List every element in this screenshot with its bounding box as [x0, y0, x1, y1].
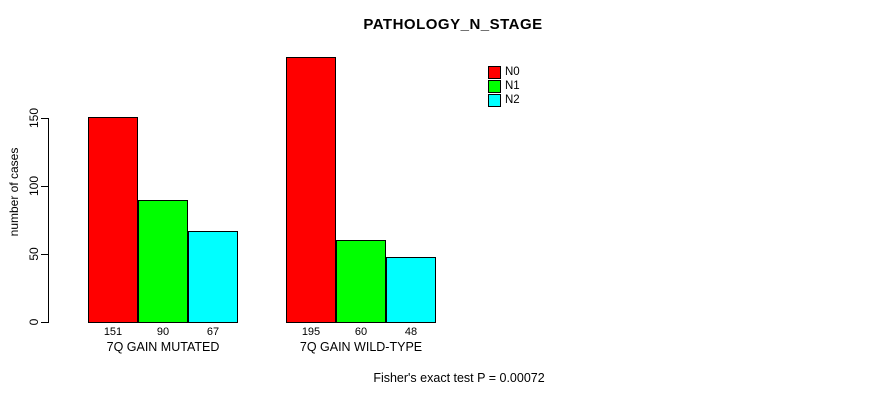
bar-n2-group1 [188, 231, 238, 323]
bar-value-label: 67 [206, 326, 220, 338]
y-axis-line [48, 118, 49, 323]
bar-n1-group1 [138, 200, 188, 323]
bar-value-label: 48 [404, 326, 418, 338]
bar-value-label: 60 [354, 326, 368, 338]
bar-value-label: 151 [103, 326, 123, 338]
legend-item-n1: N1 [488, 79, 520, 93]
y-tick-mark [41, 186, 48, 187]
bar-n0-group2 [286, 57, 336, 323]
y-tick-label: 50 [27, 247, 41, 261]
bar-n2-group2 [386, 257, 436, 323]
legend-label: N1 [505, 80, 520, 92]
stat-annotation: Fisher's exact test P = 0.00072 [373, 371, 545, 385]
bar-value-label: 195 [301, 326, 321, 338]
legend-label: N0 [505, 66, 520, 78]
legend-item-n0: N0 [488, 65, 520, 79]
bar-n0-group1 [88, 117, 138, 323]
chart-title: PATHOLOGY_N_STAGE [363, 16, 543, 33]
legend-swatch-icon [488, 93, 501, 107]
legend-swatch-icon [488, 79, 501, 93]
y-tick-label: 100 [27, 175, 41, 197]
y-tick-label: 0 [27, 318, 41, 326]
x-category-label: 7Q GAIN MUTATED [106, 340, 220, 354]
legend-swatch-icon [488, 65, 501, 79]
y-tick-mark [41, 322, 48, 323]
bar-value-label: 90 [156, 326, 170, 338]
legend-label: N2 [505, 94, 520, 106]
legend: N0 N1 N2 [488, 65, 520, 107]
y-axis-label: number of cases [7, 147, 21, 237]
bar-n1-group2 [336, 240, 386, 323]
legend-item-n2: N2 [488, 93, 520, 107]
y-tick-mark [41, 118, 48, 119]
y-tick-label: 150 [27, 107, 41, 129]
x-category-label: 7Q GAIN WILD-TYPE [299, 340, 423, 354]
y-tick-mark [41, 254, 48, 255]
